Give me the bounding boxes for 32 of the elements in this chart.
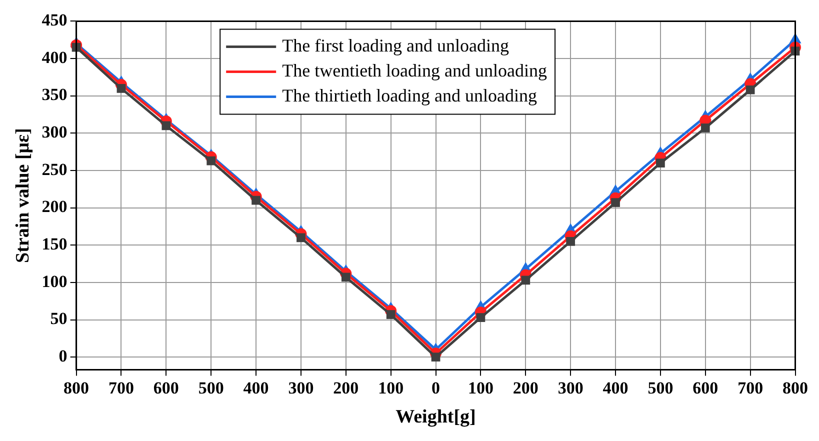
- y-tick-label: 300: [42, 122, 68, 142]
- y-tick-label: 200: [42, 197, 68, 216]
- legend-label: The first loading and unloading: [282, 35, 510, 56]
- y-tick-label: 250: [42, 160, 68, 179]
- x-tick-label: 200: [333, 378, 359, 398]
- legend-label: The twentieth loading and unloading: [282, 60, 548, 80]
- y-axis-title: Strain value [με]: [12, 128, 34, 263]
- x-tick-label: 500: [648, 378, 674, 398]
- x-tick-label: 300: [288, 378, 314, 398]
- x-tick-label: 700: [738, 378, 764, 398]
- y-tick-label: 0: [58, 346, 68, 366]
- x-tick-label: 500: [198, 378, 224, 398]
- x-tick-label: 400: [243, 378, 269, 398]
- x-tick-label: 100: [468, 378, 494, 398]
- y-tick-label: 150: [42, 234, 68, 254]
- x-tick-label: 600: [692, 378, 718, 398]
- x-tick-label: 800: [64, 378, 90, 398]
- legend-label: The thirtieth loading and unloading: [282, 85, 538, 106]
- x-tick-label: 600: [153, 378, 179, 398]
- y-tick-label: 100: [42, 272, 68, 291]
- y-tick-label: 450: [42, 10, 68, 30]
- x-tick-label: 800: [782, 378, 808, 398]
- x-tick-label: 700: [108, 378, 134, 398]
- x-tick-label: 0: [432, 378, 440, 398]
- x-tick-label: 200: [512, 378, 538, 398]
- x-axis-title: Weight[g]: [396, 406, 476, 428]
- y-tick-label: 50: [50, 309, 68, 328]
- x-tick-label: 100: [378, 378, 404, 398]
- y-tick-label: 350: [42, 85, 68, 104]
- x-tick-label: 300: [558, 378, 584, 398]
- x-tick-label: 400: [602, 378, 628, 398]
- y-tick-label: 400: [42, 48, 68, 67]
